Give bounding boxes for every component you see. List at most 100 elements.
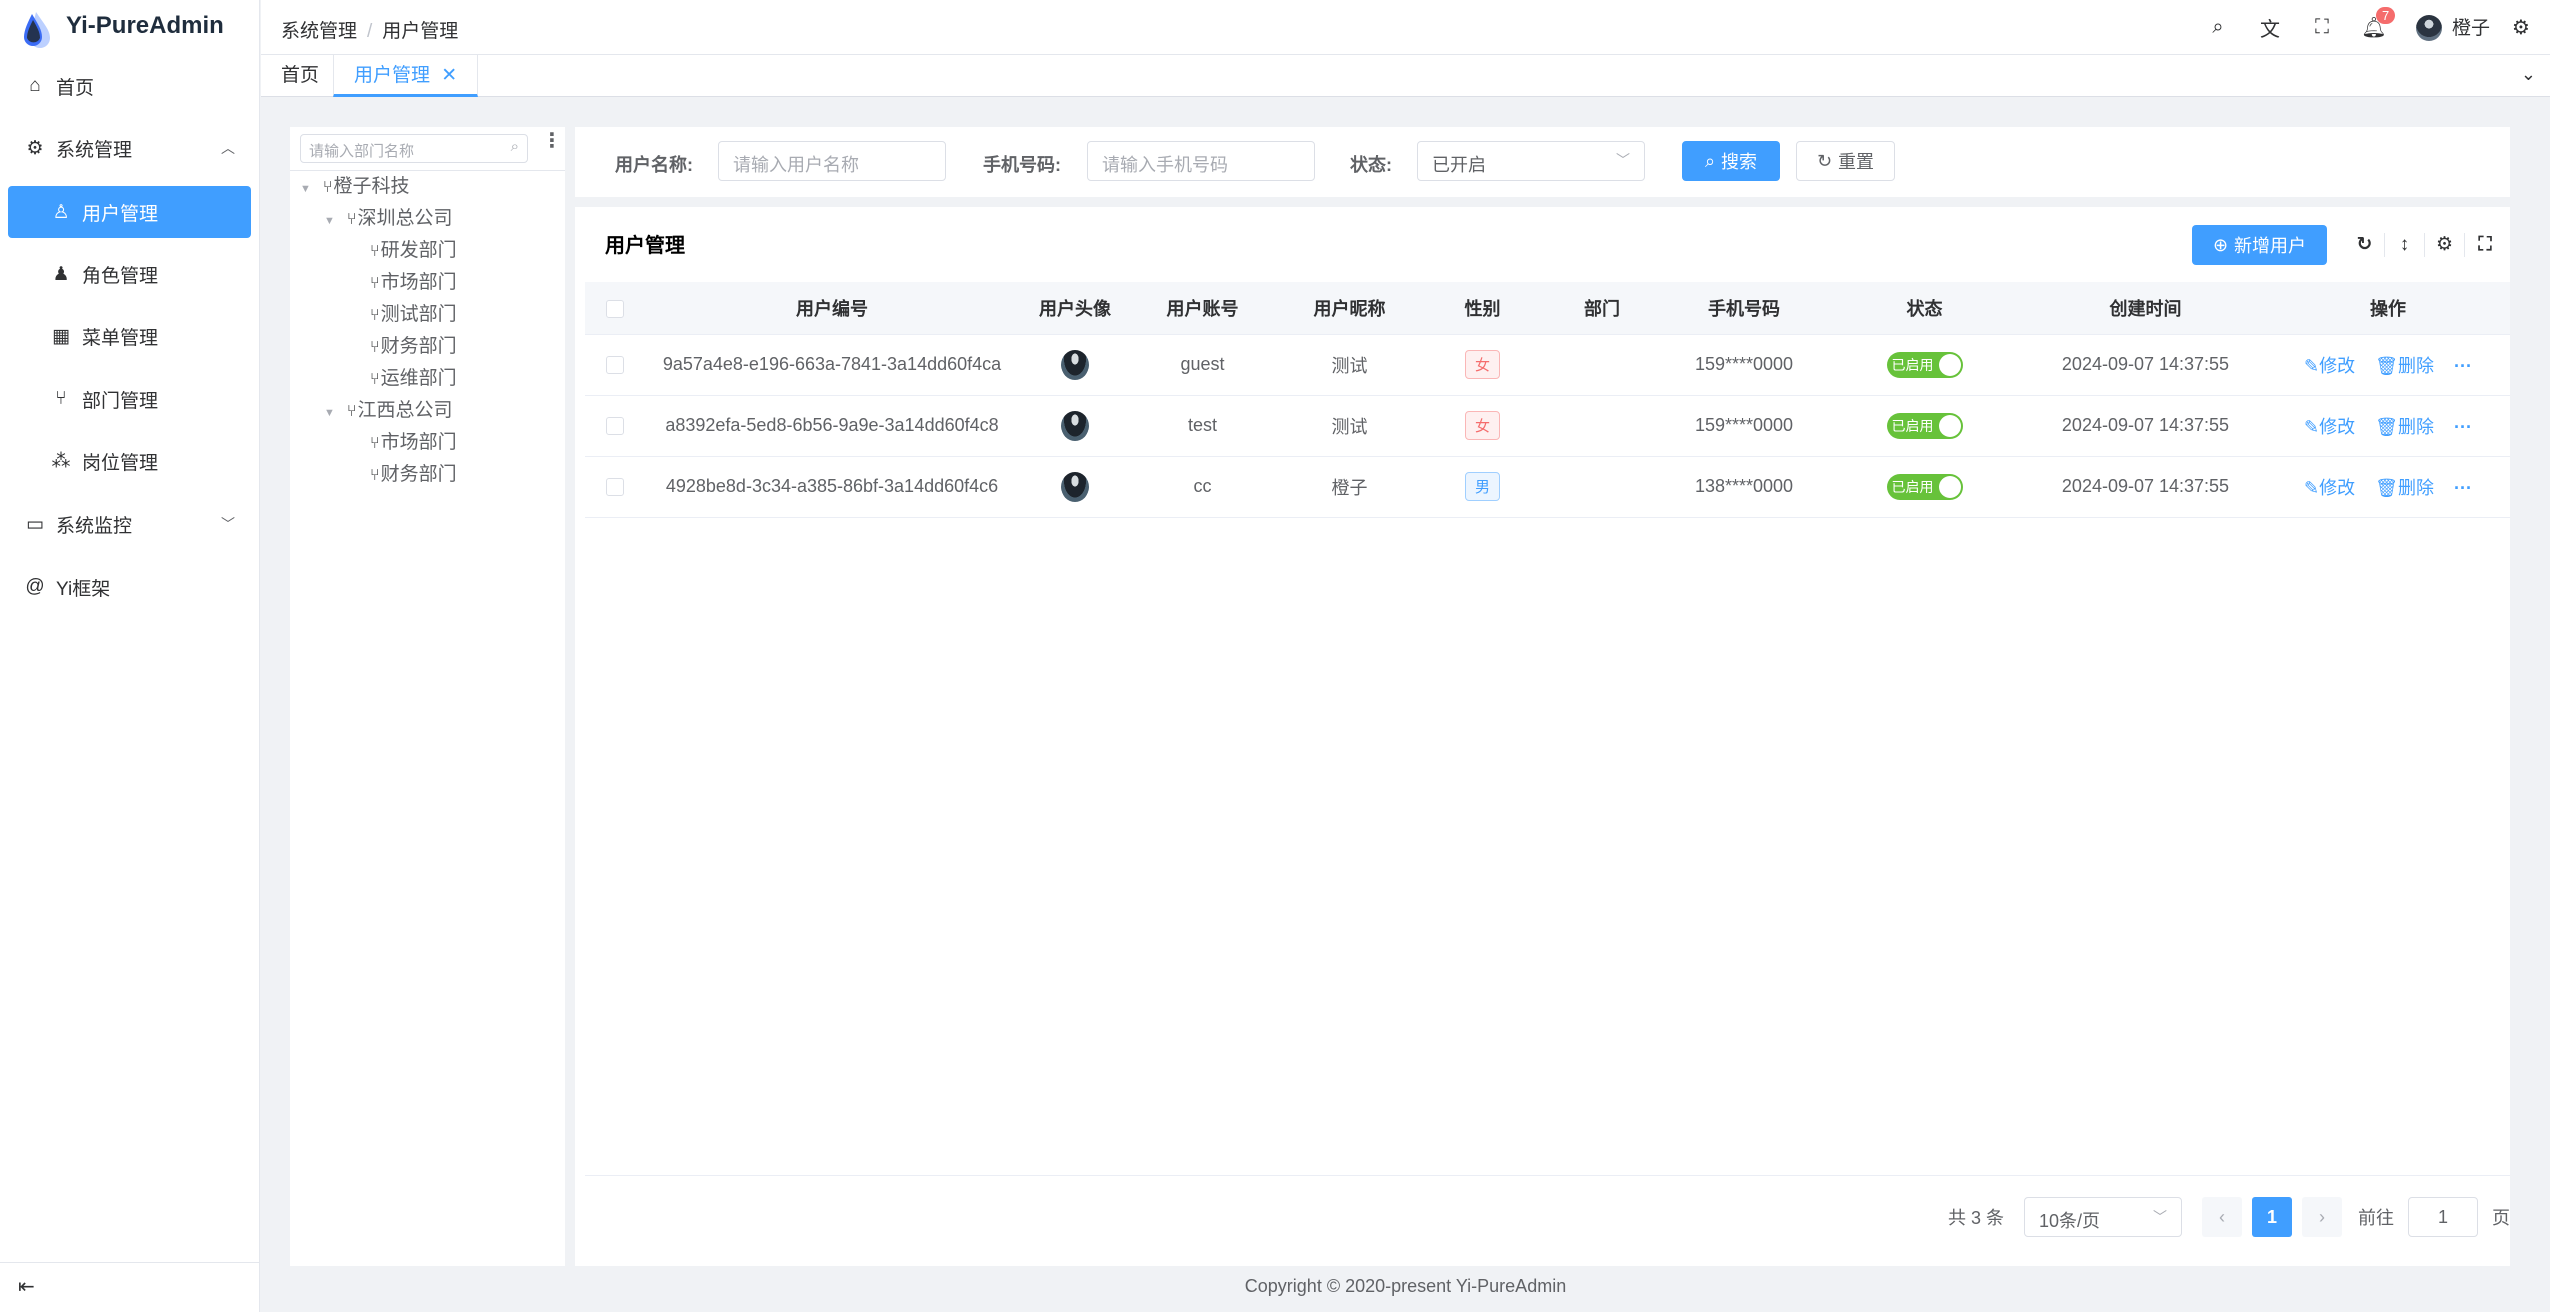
tab-users[interactable]: 用户管理 ✕ bbox=[333, 55, 479, 97]
branch-icon: ⑂ bbox=[346, 403, 357, 420]
tree-node[interactable]: ▼ ⑂橙子科技 bbox=[300, 171, 410, 203]
tree-node[interactable]: ⑂财务部门 bbox=[370, 331, 457, 363]
sidebar-item-yi-framework[interactable]: @ Yi框架 bbox=[8, 561, 251, 613]
settings-icon[interactable]: ⚙ bbox=[2512, 16, 2530, 39]
reset-button[interactable]: ↻ 重置 bbox=[1796, 141, 1895, 181]
sidebar-item-label: 岗位管理 bbox=[82, 452, 159, 474]
edit-button[interactable]: ✎修改 bbox=[2304, 417, 2355, 437]
close-icon[interactable]: ✕ bbox=[441, 65, 458, 86]
sidebar-item-roles[interactable]: ♟ 角色管理 bbox=[8, 248, 251, 300]
divider bbox=[290, 170, 565, 171]
breadcrumb-item[interactable]: 系统管理 bbox=[281, 21, 358, 42]
more-icon[interactable]: ··· bbox=[2453, 477, 2472, 498]
sidebar-item-posts[interactable]: ⁂ 岗位管理 bbox=[8, 435, 251, 487]
more-vertical-icon[interactable]: ⋮ bbox=[542, 130, 562, 152]
fullscreen-icon[interactable]: ⛶ bbox=[2478, 234, 2492, 255]
tab-home[interactable]: 首页 bbox=[261, 55, 339, 97]
row-checkbox[interactable] bbox=[585, 395, 645, 457]
header-actions: ⌕ 文 ⛶ 🔔︎ 7 橙子 ⚙ bbox=[2192, 6, 2536, 44]
refresh-icon[interactable]: ↻ bbox=[2345, 233, 2385, 257]
sidebar-item-users[interactable]: ♙ 用户管理 bbox=[8, 186, 251, 238]
tree-node[interactable]: ⑂研发部门 bbox=[370, 235, 457, 267]
sidebar-item-home[interactable]: ⌂ 首页 bbox=[8, 60, 251, 112]
tab-label: 首页 bbox=[281, 65, 320, 86]
username-input[interactable]: 请输入用户名称 bbox=[718, 141, 946, 181]
user-nickname: 测试 bbox=[1274, 395, 1425, 457]
row-checkbox[interactable] bbox=[585, 334, 645, 396]
delete-button[interactable]: 🗑︎删除 bbox=[2375, 417, 2434, 437]
avatar-cell bbox=[1019, 334, 1131, 396]
gender-tag: 男 bbox=[1464, 472, 1500, 501]
sidebar-item-system[interactable]: ⚙ 系统管理 ︿ bbox=[8, 122, 251, 174]
notification-badge: 7 bbox=[2375, 6, 2396, 24]
tree-node[interactable]: ⑂测试部门 bbox=[370, 299, 457, 331]
breadcrumb: 系统管理 / 用户管理 bbox=[281, 16, 458, 43]
select-all-checkbox[interactable] bbox=[585, 282, 645, 335]
more-icon[interactable]: ··· bbox=[2453, 355, 2472, 376]
app-title: Yi-PureAdmin bbox=[66, 12, 224, 39]
prev-page-button[interactable]: ‹ bbox=[2202, 1197, 2242, 1237]
column-header: 用户头像 bbox=[1019, 282, 1131, 335]
edit-button[interactable]: ✎修改 bbox=[2304, 478, 2355, 498]
column-header: 用户账号 bbox=[1131, 282, 1274, 335]
row-checkbox[interactable] bbox=[585, 456, 645, 518]
tree-node-label: 财务部门 bbox=[380, 464, 457, 485]
trash-icon: 🗑︎ bbox=[2375, 477, 2398, 498]
sidebar-item-menus[interactable]: ▦ 菜单管理 bbox=[8, 310, 251, 362]
column-settings-icon[interactable]: ⚙ bbox=[2425, 233, 2465, 257]
next-page-button[interactable]: › bbox=[2302, 1197, 2342, 1237]
branch-icon: ⑂ bbox=[55, 388, 67, 409]
tree-node[interactable]: ⑂运维部门 bbox=[370, 363, 457, 395]
user-menu[interactable]: 橙子 bbox=[2415, 13, 2506, 42]
tree-node-label: 橙子科技 bbox=[333, 176, 410, 197]
goto-page-input[interactable]: 1 bbox=[2408, 1197, 2478, 1237]
sidebar-item-departments[interactable]: ⑂ 部门管理 bbox=[8, 373, 251, 425]
status-switch[interactable]: 已启用 bbox=[1886, 351, 1963, 378]
button-label: 修改 bbox=[2319, 477, 2356, 498]
edit-button[interactable]: ✎修改 bbox=[2304, 356, 2355, 376]
tree-node[interactable]: ⑂市场部门 bbox=[370, 427, 457, 459]
caret-down-icon[interactable]: ▼ bbox=[324, 215, 335, 227]
caret-down-icon[interactable]: ▼ bbox=[324, 407, 335, 419]
translate-icon[interactable]: 文 bbox=[2259, 18, 2280, 41]
density-icon[interactable]: ↕ bbox=[2385, 233, 2425, 257]
add-user-button[interactable]: ⊕ 新增用户 bbox=[2192, 225, 2327, 265]
status-switch[interactable]: 已启用 bbox=[1886, 412, 1963, 439]
table-toolbar: ↻ ↕ ⚙ ⛶ bbox=[2345, 233, 2505, 257]
page-size-select[interactable]: 10条/页 ﹀ bbox=[2024, 1197, 2182, 1237]
tree-node[interactable]: ▼ ⑂深圳总公司 bbox=[324, 203, 453, 235]
sidebar: Yi-PureAdmin ⌂ 首页 ⚙ 系统管理 ︿ ♙ 用户管理 ♟ 角色管理 ▦ 菜单管… bbox=[0, 0, 260, 1312]
search-button[interactable]: ⌕ 搜索 bbox=[1682, 141, 1780, 181]
tree-node[interactable]: ⑂市场部门 bbox=[370, 267, 457, 299]
user-icon: ♙ bbox=[52, 201, 70, 223]
username-label: 用户名称: bbox=[615, 155, 693, 175]
branch-icon: ⑂ bbox=[322, 179, 333, 196]
phone-input[interactable]: 请输入手机号码 bbox=[1087, 141, 1315, 181]
status-select[interactable]: 已开启 ﹀ bbox=[1417, 141, 1645, 181]
column-header: 操作 bbox=[2266, 282, 2510, 335]
created-time: 2024-09-07 14:37:55 bbox=[2025, 456, 2266, 518]
status-switch[interactable]: 已启用 bbox=[1886, 473, 1963, 500]
search-icon[interactable]: ⌕ bbox=[2212, 15, 2224, 38]
chevron-down-icon[interactable]: ⌄ bbox=[2520, 64, 2536, 84]
tree-node-label: 江西总公司 bbox=[357, 400, 453, 421]
bell-icon[interactable]: 🔔︎ 7 bbox=[2348, 6, 2400, 40]
button-label: 删除 bbox=[2397, 416, 2434, 437]
department-search-input[interactable]: 请输入部门名称 ⌕ bbox=[300, 134, 528, 163]
page-button[interactable]: 1 bbox=[2252, 1197, 2292, 1237]
button-label: 修改 bbox=[2319, 355, 2356, 376]
sidebar-item-monitor[interactable]: ▭ 系统监控 ﹀ bbox=[8, 498, 251, 550]
user-dept bbox=[1540, 456, 1664, 518]
collapse-sidebar-icon[interactable]: ⇤ bbox=[18, 1276, 35, 1298]
delete-button[interactable]: 🗑︎删除 bbox=[2375, 478, 2434, 498]
more-icon[interactable]: ··· bbox=[2453, 416, 2472, 437]
tree-node[interactable]: ⑂财务部门 bbox=[370, 459, 457, 491]
delete-button[interactable]: 🗑︎删除 bbox=[2375, 356, 2434, 376]
column-header: 部门 bbox=[1540, 282, 1664, 335]
fullscreen-icon[interactable]: ⛶ bbox=[2314, 15, 2329, 38]
search-icon: ⌕ bbox=[510, 138, 519, 155]
caret-down-icon[interactable]: ▼ bbox=[300, 183, 311, 195]
tree-node-label: 深圳总公司 bbox=[357, 208, 453, 229]
search-form: 用户名称: 请输入用户名称 手机号码: 请输入手机号码 状态: 已开启 ﹀ ⌕ 搜索… bbox=[575, 127, 2510, 197]
tree-node[interactable]: ▼ ⑂江西总公司 bbox=[324, 395, 453, 427]
